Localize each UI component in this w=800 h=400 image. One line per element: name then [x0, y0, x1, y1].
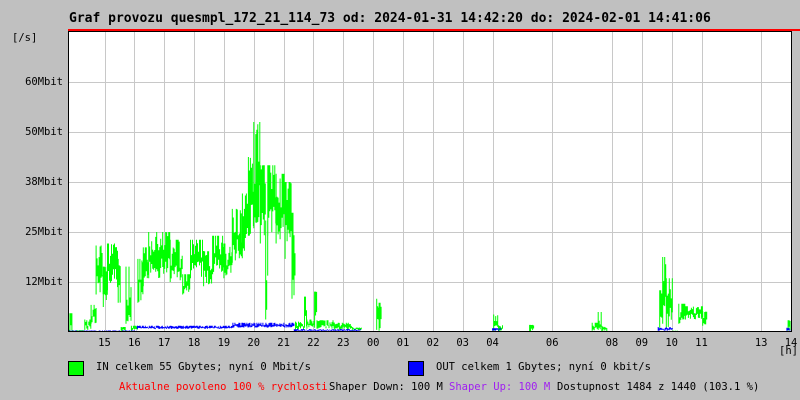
availability-text: Dostupnost 1484 z 1440 (103.1 %) [557, 381, 760, 393]
x-axis-unit-label: [h] [779, 345, 798, 357]
traffic-chart [69, 32, 791, 331]
x-tick-label: 14 [784, 337, 798, 349]
x-tick-label: 16 [128, 337, 141, 349]
y-tick-label: 25Mbit [25, 226, 63, 238]
y-tick-label: 12Mbit [25, 276, 63, 288]
out-legend-label: OUT celkem 1 Gbytes; nyní 0 kbit/s [436, 361, 651, 373]
x-tick-label: 15 [98, 337, 111, 349]
shaper-down-text: Shaper Down: 100 M [329, 381, 443, 393]
graph-title: Graf provozu quesmpl_172_21_114_73 od: 2… [69, 11, 711, 26]
allowed-speed-text: Aktualne povoleno 100 % rychlosti [119, 381, 328, 393]
y-tick-mark [61, 132, 68, 133]
in-legend-swatch [68, 361, 84, 376]
plot-area [68, 31, 792, 332]
x-tick-label: 03 [456, 337, 470, 349]
x-tick-label: 23 [336, 337, 350, 349]
x-tick-label: 13 [754, 337, 768, 349]
max-reference-line [68, 29, 800, 31]
x-tick-label: 02 [426, 337, 440, 349]
y-tick-mark [61, 182, 68, 183]
x-tick-label: 19 [217, 337, 231, 349]
x-tick-label: 10 [665, 337, 678, 349]
in-series [69, 122, 791, 331]
x-tick-label: 11 [695, 337, 708, 349]
in-legend-label: IN celkem 55 Gbytes; nyní 0 Mbit/s [96, 361, 311, 373]
y-tick-label: 60Mbit [25, 76, 63, 88]
y-tick-mark [61, 282, 68, 283]
x-tick-label: 09 [635, 337, 649, 349]
x-tick-label: 00 [366, 337, 380, 349]
x-tick-label: 04 [486, 337, 499, 349]
out-series [69, 322, 791, 331]
x-tick-label: 06 [545, 337, 559, 349]
out-legend-swatch [408, 361, 424, 376]
x-tick-label: 17 [157, 337, 171, 349]
x-tick-label: 08 [605, 337, 619, 349]
y-tick-mark [61, 232, 68, 233]
x-tick-label: 20 [247, 337, 261, 349]
y-axis-unit-label: [/s] [12, 32, 38, 44]
y-tick-label: 38Mbit [25, 176, 63, 188]
y-tick-label: 50Mbit [25, 126, 63, 138]
x-tick-label: 22 [307, 337, 320, 349]
y-tick-mark [61, 82, 68, 83]
shaper-up-text: Shaper Up: 100 M [449, 381, 551, 393]
x-tick-label: 21 [277, 337, 290, 349]
x-tick-label: 01 [396, 337, 410, 349]
x-tick-label: 18 [187, 337, 201, 349]
